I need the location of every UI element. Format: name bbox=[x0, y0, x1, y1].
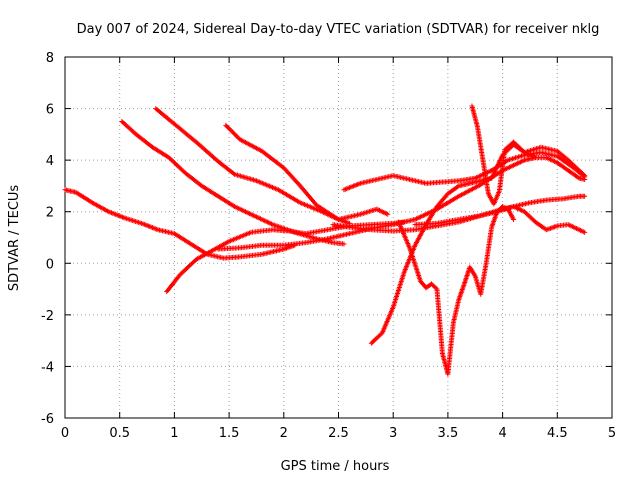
data-point bbox=[233, 132, 239, 138]
x-tick-label: 3 bbox=[389, 426, 397, 441]
y-tick-label: 0 bbox=[46, 257, 54, 272]
data-point bbox=[582, 229, 588, 235]
y-axis-label: SDTVAR / TECUs bbox=[7, 185, 22, 292]
y-tick-label: 4 bbox=[46, 154, 54, 169]
data-point bbox=[223, 122, 229, 128]
y-tick-label: -4 bbox=[41, 360, 54, 375]
y-tick-labels: -6 -4 -2 0 2 4 6 8 bbox=[41, 51, 54, 427]
series-sat-h bbox=[368, 142, 588, 346]
series-sat-b bbox=[119, 118, 347, 247]
x-tick-label: 2 bbox=[280, 426, 288, 441]
y-tick-label: 6 bbox=[46, 103, 54, 118]
data-point bbox=[582, 176, 588, 182]
y-tick-label: -2 bbox=[41, 309, 54, 324]
data-point bbox=[229, 129, 235, 135]
data-point bbox=[385, 211, 391, 217]
axis-ticks bbox=[64, 56, 613, 419]
data-point bbox=[228, 128, 234, 134]
x-tick-label: 4.5 bbox=[547, 426, 568, 441]
series-sat-j bbox=[469, 103, 588, 207]
y-tick-label: 2 bbox=[46, 206, 54, 221]
x-tick-label: 1 bbox=[170, 426, 178, 441]
y-tick-label: -6 bbox=[41, 412, 54, 427]
x-tick-label: 5 bbox=[608, 426, 616, 441]
series-sat-i bbox=[396, 204, 517, 377]
x-axis-label: GPS time / hours bbox=[281, 459, 390, 474]
data-point bbox=[234, 133, 240, 139]
data-point bbox=[224, 123, 230, 129]
data-point bbox=[341, 241, 347, 247]
data-point bbox=[232, 131, 238, 137]
data-point bbox=[227, 127, 233, 133]
x-tick-label: 4 bbox=[498, 426, 506, 441]
x-tick-labels: 0 0.5 1 1.5 2 2.5 3 3.5 4 4.5 5 bbox=[61, 426, 616, 441]
data-point bbox=[582, 193, 588, 199]
data-point bbox=[581, 172, 587, 178]
grid-lines bbox=[65, 57, 612, 418]
data-points bbox=[62, 103, 588, 377]
series-sat-d bbox=[223, 122, 391, 222]
data-point bbox=[226, 126, 232, 132]
x-tick-label: 2.5 bbox=[328, 426, 349, 441]
data-point bbox=[511, 216, 517, 222]
data-point bbox=[235, 134, 241, 140]
x-tick-label: 0.5 bbox=[109, 426, 130, 441]
x-tick-label: 1.5 bbox=[219, 426, 240, 441]
data-point bbox=[225, 125, 231, 131]
x-tick-label: 0 bbox=[61, 426, 69, 441]
series-sat-a bbox=[62, 187, 298, 261]
x-tick-label: 3.5 bbox=[438, 426, 459, 441]
data-point bbox=[433, 285, 439, 291]
data-point bbox=[230, 130, 236, 136]
y-tick-label: 8 bbox=[46, 51, 54, 66]
series-sat-l bbox=[412, 193, 588, 228]
chart-title: Day 007 of 2024, Sidereal Day-to-day VTE… bbox=[77, 22, 600, 37]
